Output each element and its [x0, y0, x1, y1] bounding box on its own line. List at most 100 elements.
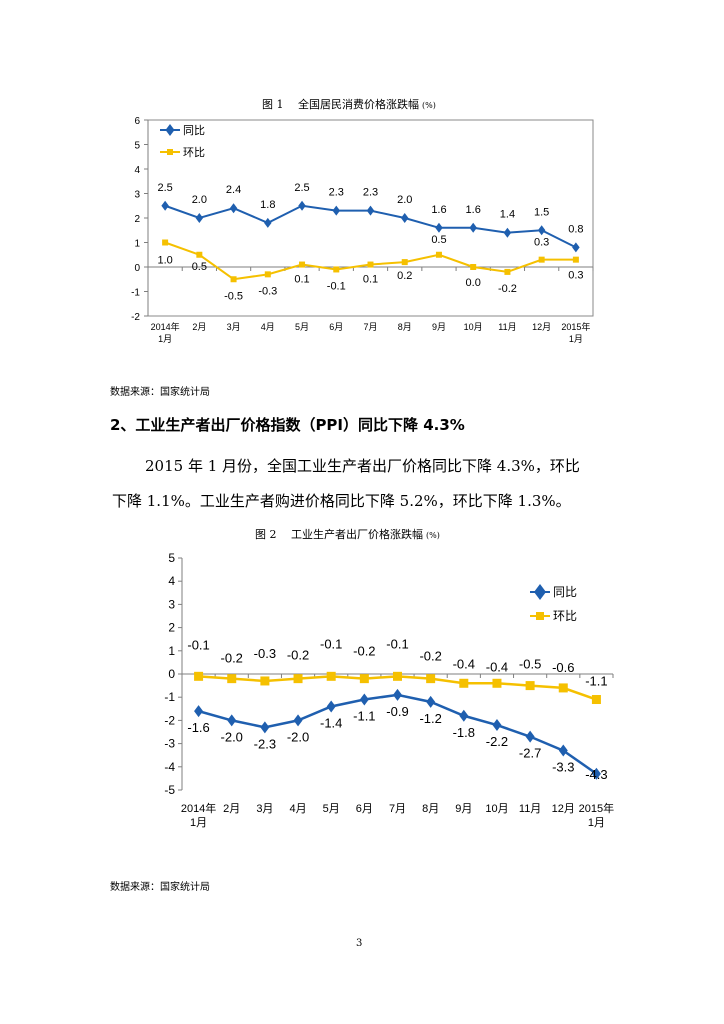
- chart2-y-tick-label: 2: [168, 621, 175, 635]
- chart1-data-label: -0.5: [224, 290, 243, 302]
- chart2-y-tick-label: -3: [164, 737, 175, 751]
- chart1-mom-point: [196, 251, 203, 258]
- chart1-yoy-point: [537, 225, 546, 236]
- chart2-x-tick-label: 1月: [190, 817, 207, 829]
- chart1-y-tick-label: -2: [131, 312, 140, 323]
- chart2-x-tick-label: 5月: [323, 803, 340, 815]
- data-source-2: 数据来源：国家统计局: [110, 882, 210, 893]
- chart1-mom-point: [367, 261, 374, 268]
- chart1-x-tick-label: 1月: [158, 334, 172, 344]
- chart2-data-label: -1.2: [419, 711, 441, 726]
- chart2-data-label: -0.5: [519, 657, 541, 672]
- paragraph-line-2: 下降 1.1%。工业生产者购进价格同比下降 5.2%，环比下降 1.3%。: [112, 492, 571, 510]
- chart1-data-label: 2.5: [157, 182, 172, 194]
- chart1-x-tick-label: 12月: [532, 322, 551, 332]
- chart1-data-label: 0.5: [431, 234, 446, 246]
- chart1-data-label: 2.0: [397, 194, 412, 206]
- chart1-data-label: -0.3: [258, 285, 277, 297]
- chart2-yoy-point: [359, 693, 369, 706]
- chart1-yoy-point: [366, 205, 375, 216]
- paragraph-line-1: 2015 年 1 月份，全国工业生产者出厂价格同比下降 4.3%，环比: [145, 457, 580, 475]
- chart1-data-label: 1.5: [534, 206, 549, 218]
- chart1-y-tick-label: 0: [134, 263, 140, 274]
- chart2-data-label: -0.1: [386, 636, 408, 651]
- chart2-mom-point: [227, 674, 237, 684]
- chart1-yoy-point: [572, 242, 580, 253]
- chart1-x-tick-label: 2014年: [151, 321, 180, 332]
- chart2-y-tick-label: -4: [164, 760, 175, 774]
- chart1-x-tick-label: 3月: [227, 322, 241, 332]
- chart2-data-label: -0.6: [552, 660, 574, 675]
- chart1-x-tick-label: 10月: [464, 322, 483, 332]
- chart1-mom-point: [162, 239, 169, 246]
- chart2-x-tick-label: 12月: [552, 803, 575, 815]
- chart2-y-tick-label: 5: [168, 551, 175, 565]
- chart2-data-label: -2.0: [221, 729, 243, 744]
- chart1-legend-label: 同比: [183, 124, 205, 137]
- chart2-mom-point: [260, 676, 270, 686]
- chart2-data-label: -1.6: [187, 720, 209, 735]
- chart2-yoy-point: [426, 695, 436, 708]
- chart2-y-tick-label: 3: [168, 597, 175, 611]
- chart1-y-tick-label: 3: [134, 190, 140, 201]
- chart2-x-tick-label: 3月: [256, 803, 273, 815]
- chart2-data-label: -0.4: [486, 659, 508, 674]
- chart1-data-label: 2.5: [294, 182, 309, 194]
- chart1-mom-point: [435, 251, 442, 258]
- chart2-legend-marker: [534, 584, 546, 600]
- chart2-data-label: -2.7: [519, 746, 541, 761]
- chart2-mom-point: [393, 671, 402, 681]
- chart1-mom-point: [299, 261, 306, 268]
- chart1-mom-point: [230, 276, 237, 283]
- chart2-yoy-point: [260, 721, 270, 734]
- data-source-1: 数据来源：国家统计局: [110, 387, 210, 398]
- chart1-data-label: 2.0: [192, 194, 207, 206]
- chart2-data-label: -3.3: [552, 760, 574, 775]
- chart1-mom-point: [538, 256, 545, 263]
- chart2-y-tick-label: -1: [164, 690, 175, 704]
- chart1-data-label: 0.0: [466, 277, 481, 289]
- chart2-y-tick-label: 4: [168, 574, 175, 588]
- chart2-yoy-point: [227, 714, 237, 727]
- chart2-yoy-point: [459, 709, 469, 722]
- chart1-yoy-point: [298, 200, 306, 211]
- chart1-data-label: 0.3: [568, 270, 583, 282]
- chart2-y-tick-label: -5: [164, 783, 175, 797]
- chart2-data-label: -0.2: [419, 649, 441, 664]
- chart1-mom-point: [333, 266, 340, 273]
- chart1-data-label: 1.8: [260, 199, 275, 211]
- chart1-mom-point: [264, 271, 271, 278]
- page-number: 3: [356, 938, 363, 949]
- chart2-data-label: -1.1: [353, 709, 375, 724]
- chart2-data-label: -1.1: [585, 674, 607, 689]
- chart2-mom-point: [426, 674, 436, 684]
- chart1-yoy-point: [503, 227, 512, 238]
- chart1-yoy-point: [400, 213, 409, 223]
- chart1-mom-point: [470, 264, 477, 270]
- chart1-data-label: 0.8: [568, 223, 583, 235]
- chart1-data-label: 2.3: [363, 187, 378, 199]
- chart2-yoy-point: [293, 714, 303, 727]
- chart2-mom-point: [459, 678, 469, 688]
- chart2-caption-unit: (%): [426, 531, 440, 540]
- chart1-plot-frame: [147, 119, 594, 317]
- chart1-x-tick-label: 2月: [192, 322, 206, 332]
- chart1-data-label: 2.4: [226, 184, 241, 196]
- chart1-y-tick-label: 5: [134, 141, 140, 152]
- chart1-yoy-point: [264, 217, 272, 228]
- chart2-x-tick-label: 11月: [519, 803, 541, 815]
- section-heading: 2、工业生产者出厂价格指数（PPI）同比下降 4.3%: [110, 416, 465, 434]
- chart2-y-tick-label: 1: [168, 644, 175, 658]
- chart2-data-label: -0.4: [453, 656, 475, 671]
- chart1-y-tick-label: -1: [131, 288, 140, 299]
- chart2-x-tick-label: 6月: [356, 803, 373, 815]
- chart2-mom-point: [558, 683, 568, 693]
- chart1-x-tick-label: 4月: [261, 322, 275, 332]
- chart2-mom-point: [591, 695, 601, 705]
- chart2-data-label: -2.3: [254, 736, 276, 751]
- chart2-legend-label: 同比: [553, 585, 577, 599]
- chart2-yoy-point: [591, 767, 601, 780]
- chart1-x-tick-label: 8月: [398, 322, 412, 332]
- chart1-yoy-point: [332, 205, 341, 216]
